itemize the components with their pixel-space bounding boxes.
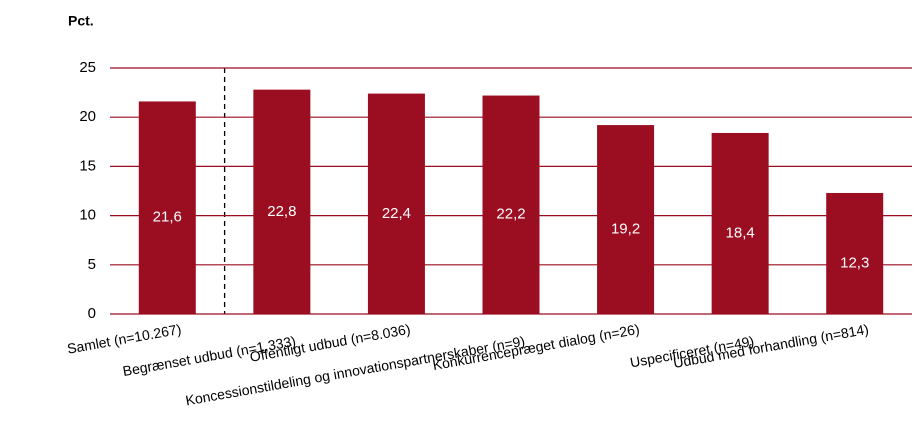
y-tick-label: 10 (79, 207, 96, 224)
bar (597, 125, 655, 315)
data-label: 19,2 (611, 221, 640, 238)
data-label: 18,4 (726, 224, 755, 241)
bar (482, 95, 540, 314)
data-label: 22,4 (382, 205, 411, 222)
bar (138, 101, 196, 315)
bar (711, 132, 769, 314)
y-tick-label: 25 (79, 59, 96, 76)
y-tick-label: 5 (88, 256, 96, 273)
y-axis-label: Pct. (68, 13, 94, 29)
bar (826, 192, 884, 314)
data-label: 22,2 (496, 206, 525, 223)
data-label: 12,3 (840, 254, 869, 271)
data-label: 21,6 (153, 209, 182, 226)
x-tick-label: Samlet (n=10.267) (66, 321, 183, 357)
bar (367, 93, 425, 314)
y-tick-label: 0 (88, 305, 96, 322)
y-tick-label: 15 (79, 157, 96, 174)
y-tick-label: 20 (79, 108, 96, 125)
bar (253, 89, 311, 314)
data-label: 22,8 (267, 203, 296, 220)
